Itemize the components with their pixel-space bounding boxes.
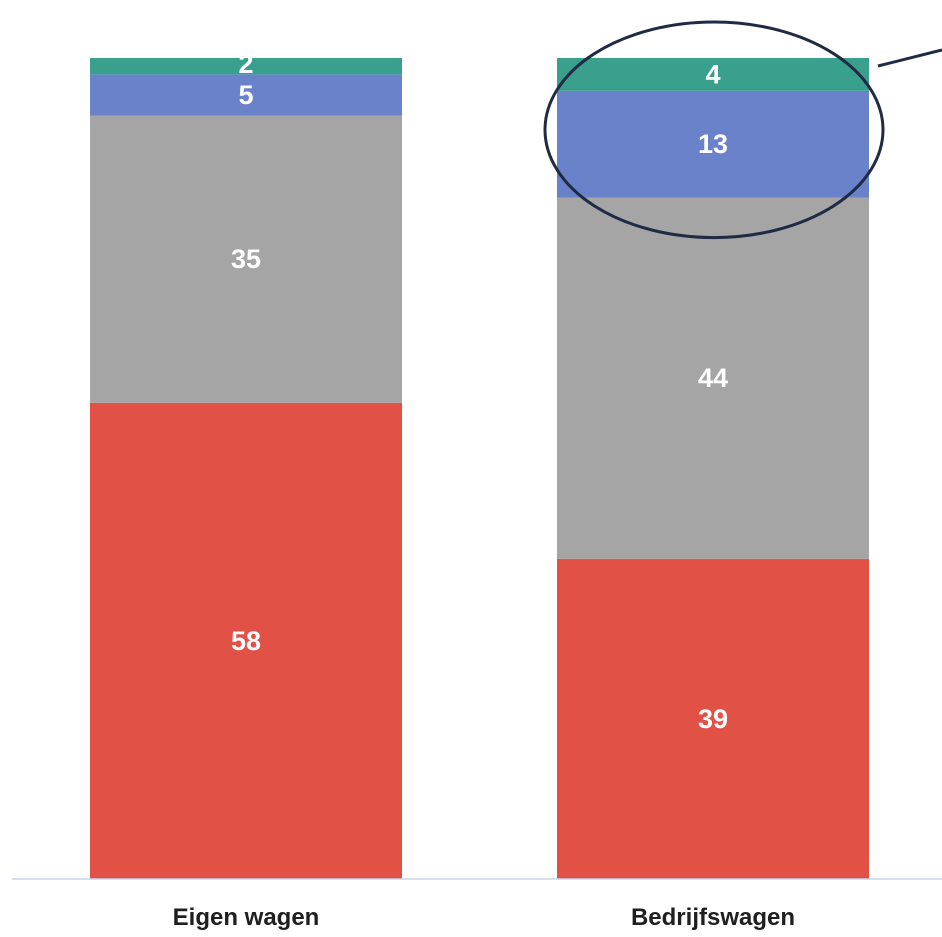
data-label-bedrijfswagen-0: 39: [698, 704, 728, 734]
data-labels-layer: 58 35 52 39 44 13 4: [231, 49, 728, 734]
bar-segment-bedrijfswagen-0: [557, 558, 869, 879]
bar-segment-bedrijfswagen-2: [557, 90, 869, 198]
data-label-eigen-wagen-1: 35: [231, 244, 261, 274]
x-tick-label-eigen-wagen: Eigen wagen: [173, 904, 320, 931]
data-label-bedrijfswagen-2: 13: [698, 129, 728, 159]
data-label-bedrijfswagen-3: 4: [705, 59, 720, 89]
callout-line: [877, 48, 942, 68]
bar-segment-eigen-wagen-1: [90, 115, 402, 403]
data-label-eigen-wagen-2: 5: [238, 80, 253, 110]
x-axis-tick-labels: Eigen wagen Bedrijfswagen: [173, 904, 795, 931]
bar-segment-bedrijfswagen-3: [557, 58, 869, 91]
highlight-ellipse: [543, 20, 885, 240]
data-label-eigen-wagen-0: 58: [231, 626, 261, 656]
annotation-layer: [543, 20, 942, 240]
bar-segment-eigen-wagen-2: [90, 74, 402, 116]
bars-layer: [90, 58, 869, 879]
data-label-eigen-wagen-3: 2: [238, 49, 253, 79]
x-tick-label-bedrijfswagen: Bedrijfswagen: [631, 904, 795, 931]
bar-segment-bedrijfswagen-1: [557, 197, 869, 559]
data-label-bedrijfswagen-1: 44: [698, 363, 728, 393]
bar-segment-eigen-wagen-0: [90, 402, 402, 879]
bar-segment-eigen-wagen-3: [90, 58, 402, 75]
